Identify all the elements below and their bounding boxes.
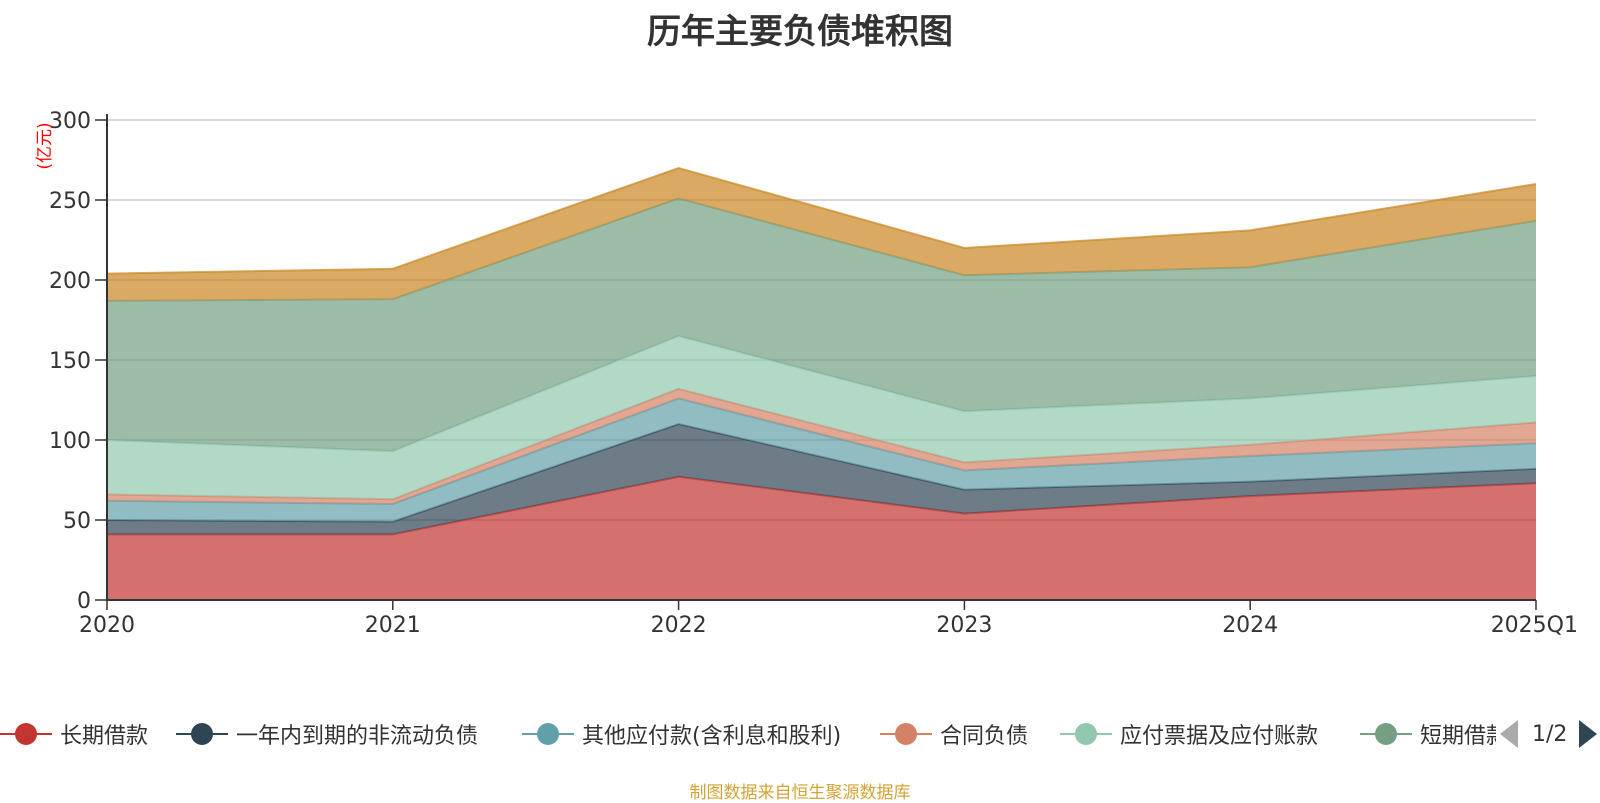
area-series-0[interactable] <box>107 476 1536 600</box>
x-tick-label: 2020 <box>79 613 135 638</box>
legend: 长期借款 一年内到期的非流动负债 其他应付款(含利息和股利) 合同负债 应付票据及应付账… <box>0 716 1600 752</box>
y-tick-label: 150 <box>49 349 91 374</box>
area-series-5[interactable] <box>107 198 1536 452</box>
area-series-4[interactable] <box>107 336 1536 500</box>
legend-label: 短期借款 <box>1420 724 1496 749</box>
legend-marker-icon <box>1360 722 1412 746</box>
y-axis-unit-label: (亿元) <box>35 122 55 169</box>
y-tick-label: 300 <box>49 109 91 134</box>
legend-item[interactable]: 应付票据及应付账款 <box>1060 716 1318 752</box>
legend-marker-icon <box>1060 722 1112 746</box>
x-tick-label: 2025Q1 <box>1491 613 1578 638</box>
area-series <box>106 166 1537 600</box>
y-tick-label: 200 <box>49 269 91 294</box>
legend-label: 长期借款 <box>60 724 149 749</box>
legend-item[interactable]: 一年内到期的非流动负债 <box>176 716 478 752</box>
axes: 0 50 100 150 200 250 300 2020 2021 2022 2023 2024 20… <box>49 109 1578 638</box>
data-source-footnote: 制图数据来自恒生聚源数据库 <box>689 783 911 803</box>
legend-item[interactable]: 合同负债 <box>880 716 1028 752</box>
area-series-3[interactable] <box>107 388 1536 504</box>
x-tick-label: 2021 <box>365 613 421 638</box>
legend-label: 其他应付款(含利息和股利) <box>582 724 842 749</box>
stacked-area-chart: 0 50 100 150 200 250 300 2020 2021 2022 2023 2024 20… <box>35 109 1578 638</box>
legend-item[interactable]: 其他应付款(含利息和股利) <box>522 716 841 752</box>
x-tick-label: 2024 <box>1222 613 1278 638</box>
y-tick-label: 0 <box>77 589 91 614</box>
legend-label: 合同负债 <box>940 724 1029 749</box>
legend-page-indicator: 1/2 <box>1532 721 1568 747</box>
area-series-1[interactable] <box>107 424 1536 535</box>
area-series-edge-6 <box>106 166 1537 275</box>
legend-next-page-icon[interactable] <box>1579 720 1598 748</box>
legend-label: 应付票据及应付账款 <box>1120 724 1319 749</box>
x-tick-label: 2022 <box>651 613 707 638</box>
legend-items: 长期借款 一年内到期的非流动负债 其他应付款(含利息和股利) 合同负债 应付票据及应付账… <box>0 716 1496 752</box>
y-tick-label: 250 <box>49 189 91 214</box>
legend-marker-icon <box>0 722 52 746</box>
legend-item[interactable]: 长期借款 <box>0 716 148 752</box>
legend-item[interactable]: 短期借款 <box>1360 716 1496 752</box>
legend-label: 一年内到期的非流动负债 <box>236 724 479 749</box>
x-tick-label: 2023 <box>936 613 992 638</box>
area-series-6[interactable] <box>107 168 1536 301</box>
y-tick-label: 50 <box>63 509 91 534</box>
legend-marker-icon <box>880 722 932 746</box>
legend-pager: 1/2 <box>1500 716 1600 752</box>
chart-title: 历年主要负债堆积图 <box>647 12 953 52</box>
legend-marker-icon <box>522 722 574 746</box>
area-series-2[interactable] <box>107 398 1536 522</box>
legend-prev-page-icon[interactable] <box>1500 720 1518 748</box>
y-tick-label: 100 <box>49 429 91 454</box>
legend-marker-icon <box>176 722 228 746</box>
